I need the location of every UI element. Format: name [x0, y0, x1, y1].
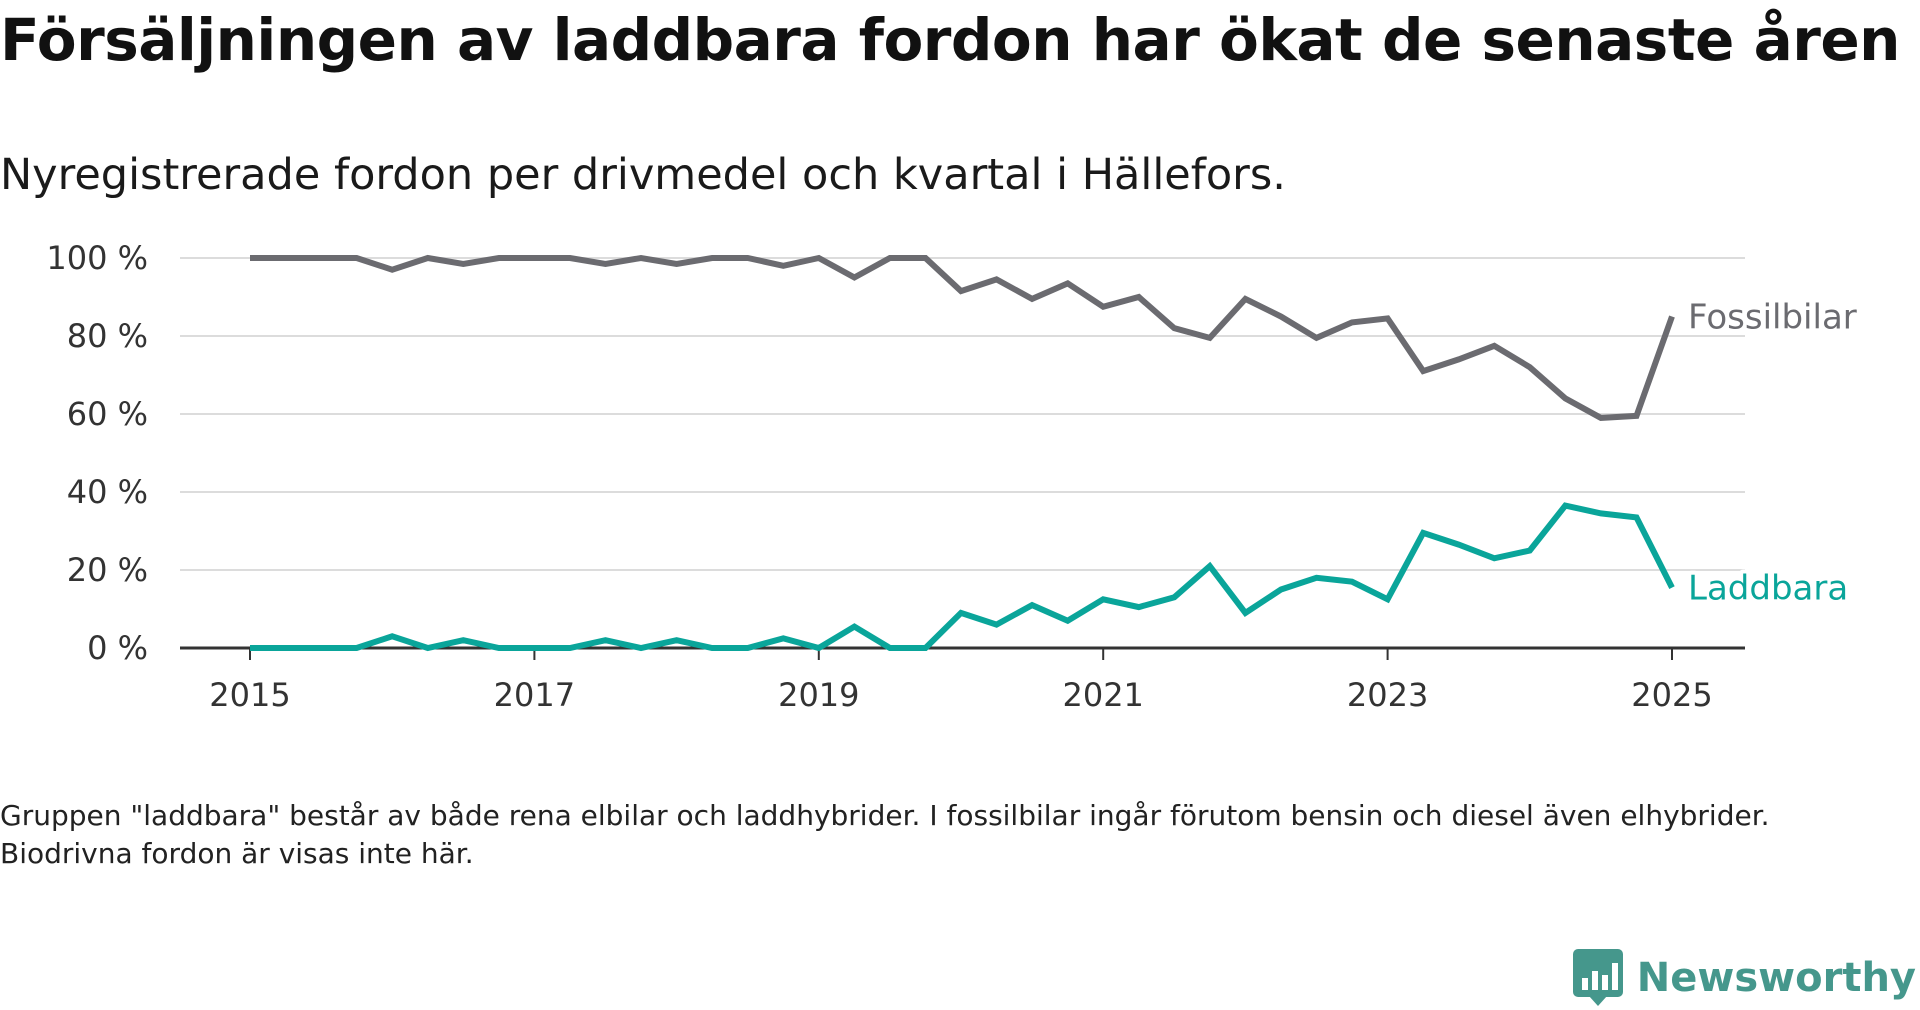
y-tick-label: 20 %	[67, 551, 148, 589]
x-tick-label: 2023	[1347, 676, 1428, 714]
series-line-laddbara	[250, 502, 1675, 652]
footnote: Gruppen "laddbara" består av både rena e…	[0, 799, 1770, 870]
series-label-halo: Fossilbilar	[1688, 298, 1857, 338]
y-tick-label: 0 %	[87, 629, 148, 667]
series-label-fossilbilar: Fossilbilar	[1688, 298, 1857, 338]
series-label-halo: Laddbara	[1688, 569, 1848, 609]
chart-subtitle: Nyregistrerade fordon per drivmedel och …	[0, 150, 1286, 200]
series-line-fossilbilar	[250, 254, 1675, 421]
x-tick-label: 2017	[494, 676, 575, 714]
x-tick-label: 2025	[1631, 676, 1712, 714]
x-tick-label: 2021	[1062, 676, 1143, 714]
y-tick-label: 80 %	[67, 317, 148, 355]
x-tick-label: 2015	[209, 676, 290, 714]
y-tick-label: 100 %	[46, 239, 148, 277]
series-label-laddbara: Laddbara	[1688, 569, 1848, 609]
y-tick-label: 60 %	[67, 395, 148, 433]
axes: 0 % 20 % 40 % 60 % 80 % 100 % 2015 2017 2019 2021…	[46, 239, 1745, 714]
line-chart: 0 % 20 % 40 % 60 % 80 % 100 % 2015 2017 2019 2021…	[46, 239, 1861, 714]
bar-chart-speech-bubble-icon	[1572, 949, 1623, 1006]
y-tick-label: 40 %	[67, 473, 148, 511]
chart-title: Försäljningen av laddbara fordon har öka…	[0, 6, 1900, 74]
series-lines	[250, 254, 1675, 652]
brand-name: Newsworthy	[1636, 955, 1916, 1001]
x-tick-label: 2019	[778, 676, 859, 714]
brand-logo[interactable]: Newsworthy	[1572, 946, 1916, 1010]
gridlines	[180, 257, 1745, 571]
